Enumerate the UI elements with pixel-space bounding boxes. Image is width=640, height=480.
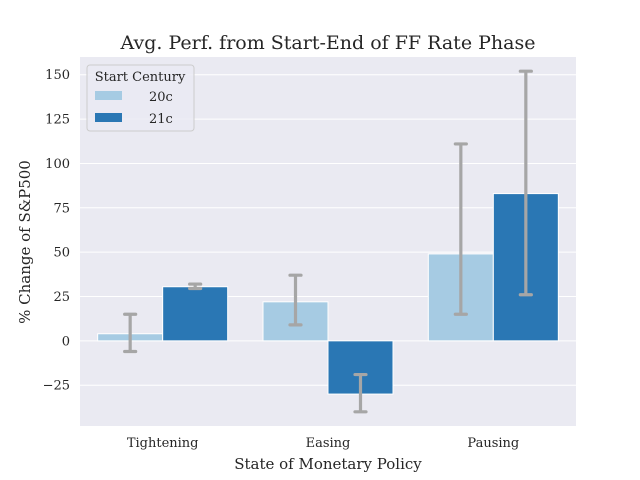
chart-title: Avg. Perf. from Start-End of FF Rate Pha… [120, 32, 536, 54]
x-tick-label: Tightening [127, 436, 199, 451]
y-tick-label: 25 [53, 290, 70, 305]
bar-21c-tightening [162, 286, 229, 342]
y-tick-label: −25 [43, 379, 70, 394]
y-tick-label: 100 [45, 157, 70, 172]
y-tick-label: 125 [45, 113, 70, 128]
legend-swatch-20c [95, 91, 122, 100]
x-tick-label: Easing [306, 436, 351, 451]
y-tick-labels: −25 0 25 50 75 100 125 150 [43, 68, 70, 393]
x-tick-labels: Tightening Easing Pausing [127, 436, 519, 451]
legend-label-21c: 21c [149, 112, 173, 127]
x-tick-label: Pausing [467, 436, 519, 451]
y-tick-label: 150 [45, 68, 70, 83]
legend-swatch-21c [95, 113, 122, 122]
y-tick-label: 0 [62, 334, 70, 349]
x-axis-label: State of Monetary Policy [234, 455, 422, 473]
y-tick-label: 75 [53, 201, 70, 216]
y-axis-label: % Change of S&P500 [16, 160, 34, 324]
legend-title: Start Century [95, 70, 186, 85]
legend: Start Century 20c 21c [86, 64, 195, 132]
y-tick-label: 50 [53, 246, 70, 261]
legend-label-20c: 20c [149, 90, 173, 105]
error-bars [123, 69, 533, 414]
